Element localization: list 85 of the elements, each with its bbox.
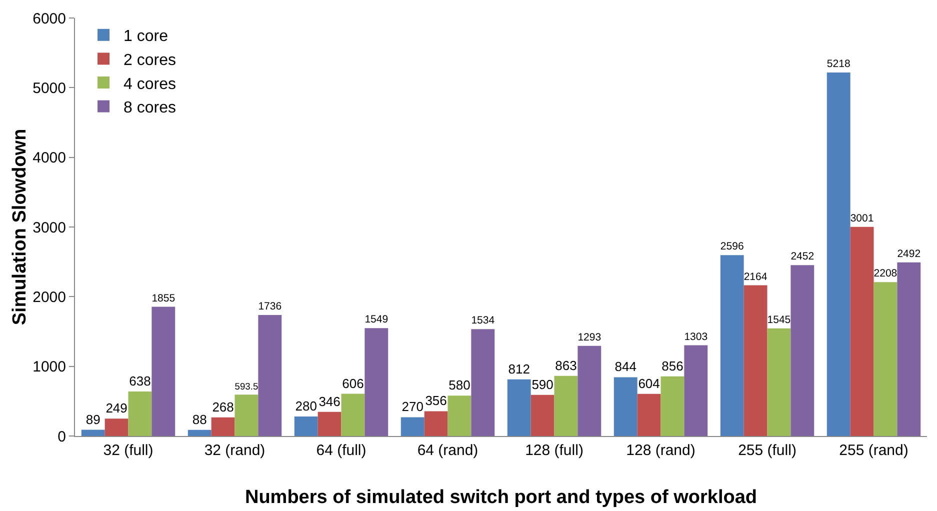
data-label: 844 <box>614 359 636 374</box>
bar <box>294 416 318 436</box>
bar <box>211 417 235 436</box>
y-tick-label: 3000 <box>32 219 66 236</box>
data-label: 863 <box>555 358 577 373</box>
x-tick-label: 64 (full) <box>316 442 366 459</box>
bar <box>767 328 791 436</box>
data-label: 604 <box>638 376 660 391</box>
bar <box>554 376 578 436</box>
data-label: 856 <box>662 358 684 374</box>
y-tick-label: 4000 <box>32 150 66 167</box>
bar <box>897 262 921 436</box>
data-label: 2596 <box>720 240 744 253</box>
bar <box>684 345 708 436</box>
bar <box>234 394 258 436</box>
data-label: 268 <box>212 399 234 414</box>
bar <box>530 394 554 436</box>
bar <box>318 412 342 436</box>
bar <box>744 285 768 436</box>
bar <box>826 72 850 436</box>
data-label: 2492 <box>897 248 921 260</box>
x-tick-label: 128 (rand) <box>626 442 696 459</box>
bar <box>874 282 898 436</box>
legend-label: 8 cores <box>124 100 176 117</box>
data-label: 346 <box>318 394 340 409</box>
x-tick-label: 32 (full) <box>103 442 154 459</box>
data-label: 2452 <box>790 250 814 263</box>
bar <box>424 411 448 436</box>
data-label: 270 <box>402 399 424 414</box>
data-label: 580 <box>448 378 470 393</box>
data-label: 88 <box>192 412 207 427</box>
data-label: 3001 <box>850 212 874 224</box>
bar <box>448 396 472 436</box>
data-label: 606 <box>342 376 364 391</box>
bar <box>128 392 152 436</box>
data-label: 1293 <box>578 331 602 344</box>
bar <box>104 418 128 436</box>
data-label: 5218 <box>826 58 850 70</box>
bar <box>81 430 105 436</box>
bar <box>364 328 388 436</box>
y-tick-label: 5000 <box>32 80 66 97</box>
bar <box>660 376 684 436</box>
data-label: 89 <box>86 412 100 427</box>
legend-label: 2 cores <box>124 52 176 69</box>
data-label: 590 <box>532 376 554 392</box>
data-label: 1855 <box>152 292 176 304</box>
bar <box>258 315 282 436</box>
bar <box>790 265 814 436</box>
data-label: 593.5 <box>234 381 258 392</box>
data-label: 1534 <box>471 314 495 327</box>
x-axis-title: Numbers of simulated switch port and types of workload <box>244 487 758 508</box>
data-label: 280 <box>295 398 317 414</box>
x-tick-label: 32 (rand) <box>204 442 266 459</box>
bar <box>341 394 365 436</box>
bar <box>507 379 531 436</box>
data-label: 2164 <box>744 270 768 283</box>
data-label: 1549 <box>364 314 388 326</box>
x-tick-label: 255 (full) <box>738 442 796 459</box>
data-label: 2208 <box>874 268 898 280</box>
y-tick-label: 2000 <box>32 288 66 306</box>
data-label: 812 <box>508 361 530 376</box>
data-label: 1545 <box>767 314 791 326</box>
x-tick-label: 255 (rand) <box>839 442 908 459</box>
legend-label: 4 cores <box>124 76 176 93</box>
data-label: 249 <box>106 400 128 416</box>
bar <box>637 394 661 436</box>
y-axis-title: Simulation Slowdown <box>10 128 31 326</box>
data-label: 1303 <box>684 330 708 343</box>
bar <box>720 255 744 436</box>
legend-label: 1 core <box>124 28 168 46</box>
data-label: 638 <box>129 374 151 389</box>
y-tick-label: 1000 <box>32 358 66 376</box>
y-tick-label: 0 <box>58 428 66 446</box>
bar <box>152 306 176 436</box>
bar <box>578 346 602 436</box>
bar <box>188 430 212 436</box>
bar <box>400 417 424 436</box>
bar <box>471 329 495 436</box>
data-label: 356 <box>425 393 447 408</box>
bar <box>614 377 638 436</box>
data-label: 1736 <box>258 300 282 313</box>
x-tick-label: 64 (rand) <box>417 442 478 459</box>
x-tick-label: 128 (full) <box>525 442 584 459</box>
bar <box>850 226 874 436</box>
y-tick-label: 6000 <box>32 10 66 28</box>
